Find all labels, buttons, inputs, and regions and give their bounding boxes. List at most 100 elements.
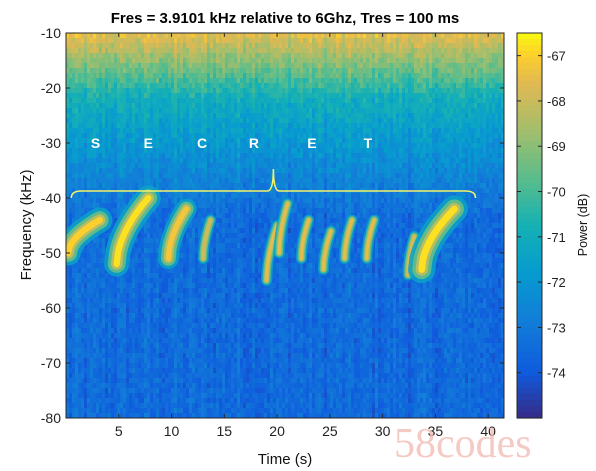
heatmap-cell — [90, 108, 94, 114]
heatmap-cell — [342, 173, 346, 179]
heatmap-cell — [288, 38, 292, 44]
heatmap-cell — [105, 153, 109, 159]
heatmap-cell — [432, 143, 436, 149]
heatmap-cell — [393, 63, 397, 69]
heatmap-cell — [333, 193, 337, 199]
heatmap-cell — [159, 88, 163, 94]
heatmap-cell — [435, 113, 439, 119]
heatmap-cell — [165, 153, 169, 159]
heatmap-cell — [306, 63, 310, 69]
heatmap-cell — [210, 163, 214, 169]
heatmap-cell — [387, 163, 391, 169]
heatmap-cell — [156, 38, 160, 44]
heatmap-cell — [201, 113, 205, 119]
heatmap-cell — [258, 163, 262, 169]
heatmap-cell — [297, 98, 301, 104]
heatmap-cell — [354, 48, 358, 54]
heatmap-cell — [288, 88, 292, 94]
heatmap-cell — [216, 63, 220, 69]
heatmap-cell — [66, 198, 70, 204]
heatmap-cell — [204, 43, 208, 49]
heatmap-cell — [255, 108, 259, 114]
heatmap-cell — [435, 98, 439, 104]
heatmap-cell — [306, 193, 310, 199]
heatmap-cell — [192, 43, 196, 49]
heatmap-cell — [303, 133, 307, 139]
heatmap-cell — [231, 108, 235, 114]
heatmap-cell — [462, 53, 466, 59]
heatmap-cell — [465, 73, 469, 79]
heatmap-cell — [231, 158, 235, 164]
heatmap-cell — [249, 93, 253, 99]
heatmap-cell — [417, 43, 421, 49]
heatmap-cell — [75, 88, 79, 94]
heatmap-cell — [423, 138, 427, 144]
heatmap-cell — [174, 63, 178, 69]
heatmap-cell — [261, 178, 265, 184]
heatmap-cell — [480, 128, 484, 134]
heatmap-cell — [243, 73, 247, 79]
heatmap-cell — [474, 183, 478, 189]
heatmap-cell — [318, 68, 322, 74]
heatmap-cell — [363, 103, 367, 109]
heatmap-cell — [123, 153, 127, 159]
heatmap-cell — [369, 48, 373, 54]
heatmap-cell — [264, 108, 268, 114]
heatmap-cell — [321, 33, 325, 39]
heatmap-cell — [264, 153, 268, 159]
heatmap-cell — [75, 133, 79, 139]
heatmap-cell — [375, 108, 379, 114]
heatmap-cell — [348, 63, 352, 69]
heatmap-cell — [300, 73, 304, 79]
heatmap-cell — [405, 68, 409, 74]
heatmap-cell — [285, 78, 289, 84]
heatmap-cell — [285, 103, 289, 109]
heatmap-cell — [126, 98, 130, 104]
heatmap-cell — [360, 113, 364, 119]
heatmap-cell — [342, 128, 346, 134]
heatmap-cell — [381, 198, 385, 204]
heatmap-cell — [303, 198, 307, 204]
heatmap-cell — [309, 193, 313, 199]
heatmap-cell — [294, 58, 298, 64]
heatmap-cell — [138, 158, 142, 164]
heatmap-cell — [165, 38, 169, 44]
heatmap-cell — [165, 108, 169, 114]
heatmap-cell — [93, 108, 97, 114]
heatmap-cell — [417, 198, 421, 204]
heatmap-cell — [411, 123, 415, 129]
heatmap-cell — [402, 198, 406, 204]
heatmap-cell — [471, 98, 475, 104]
heatmap-cell — [168, 113, 172, 119]
heatmap-cell — [285, 73, 289, 79]
heatmap-cell — [249, 88, 253, 94]
heatmap-cell — [303, 58, 307, 64]
heatmap-cell — [246, 143, 250, 149]
heatmap-cell — [129, 98, 133, 104]
heatmap-cell — [405, 168, 409, 174]
heatmap-cell — [108, 183, 112, 189]
heatmap-cell — [252, 193, 256, 199]
heatmap-cell — [468, 143, 472, 149]
heatmap-cell — [252, 43, 256, 49]
heatmap-cell — [462, 153, 466, 159]
heatmap-cell — [93, 63, 97, 69]
heatmap-cell — [489, 183, 493, 189]
heatmap-cell — [468, 78, 472, 84]
heatmap-cell — [81, 198, 85, 204]
heatmap-cell — [363, 118, 367, 124]
heatmap-cell — [483, 83, 487, 89]
heatmap-cell — [138, 53, 142, 59]
heatmap-cell — [207, 78, 211, 84]
heatmap-cell — [381, 128, 385, 134]
heatmap-cell — [330, 48, 334, 54]
heatmap-cell — [267, 78, 271, 84]
heatmap-cell — [399, 33, 403, 39]
heatmap-cell — [162, 138, 166, 144]
heatmap-cell — [495, 133, 499, 139]
heatmap-cell — [399, 88, 403, 94]
heatmap-cell — [396, 178, 400, 184]
heatmap-cell — [411, 43, 415, 49]
heatmap-cell — [285, 138, 289, 144]
heatmap-cell — [429, 193, 433, 199]
